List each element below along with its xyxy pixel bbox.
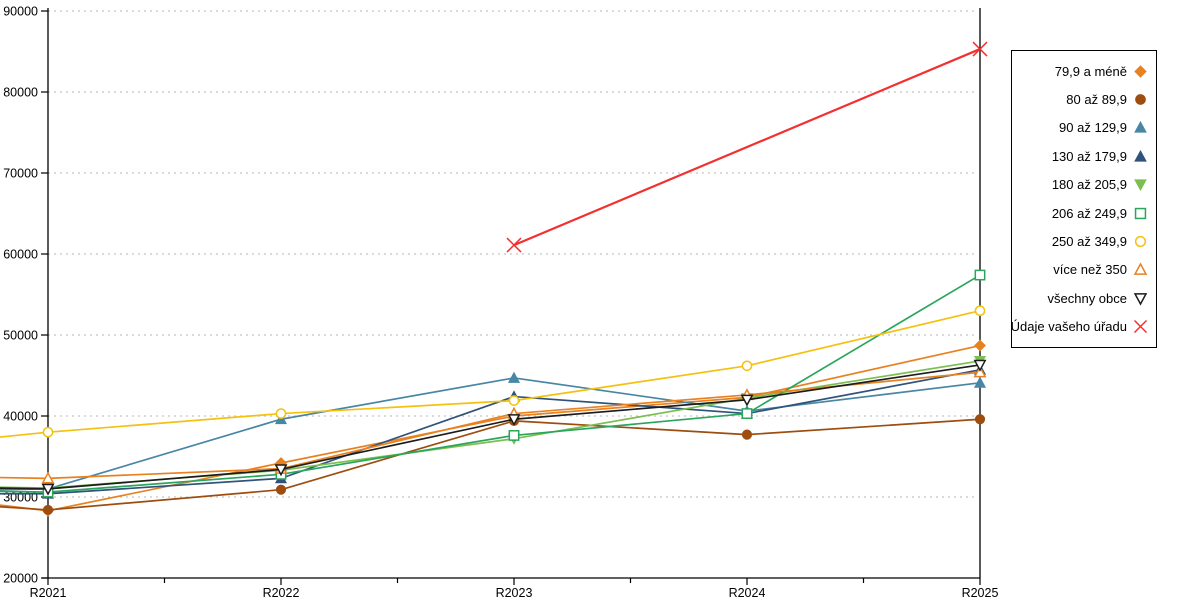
circle-marker-icon [508,395,520,406]
circle-marker-icon [741,429,753,440]
series-line-1 [0,418,981,511]
legend-item-label: všechny obce [1047,290,1128,306]
legend-marker-icon [1134,179,1147,192]
legend-item-label: 180 až 205,9 [1051,177,1127,193]
legend-marker-icon [1134,121,1147,134]
circle-marker-icon [741,360,753,372]
circle-marker-icon [42,426,54,438]
legend: 79,9 a méně 80 až 89,9 90 až 129,9 130 až 1… [1011,50,1157,348]
x-tick-label: R2025 [962,586,999,600]
x-tick-label: R2022 [263,586,300,600]
legend-item-label: 80 až 89,9 [1066,92,1127,108]
legend-item: 80 až 89,9 [1016,92,1148,107]
series-line-9 [513,48,981,247]
x-marker-icon [1133,320,1148,334]
legend-item-label: 90 až 129,9 [1059,120,1127,136]
x-tick-label: R2021 [30,586,67,600]
series-group [0,41,988,517]
triangle-down-marker-icon [507,414,521,427]
x-marker-icon [506,237,522,253]
legend-marker-icon [1135,94,1146,105]
circle-marker-icon [974,414,986,425]
legend-item-label: 130 až 179,9 [1051,148,1127,164]
diamond-marker-icon [1134,64,1147,78]
x-marker-icon [972,41,988,57]
series-line-8 [0,364,981,490]
legend-item: 250 až 349,9 [1016,234,1148,249]
y-tick-label: 60000 [3,248,38,262]
circle-marker-icon [1134,235,1147,248]
triangle-marker-icon [1133,262,1148,276]
legend-marker-icon [1133,292,1148,306]
legend-item: 130 až 179,9 [1016,149,1148,164]
x-tick-label: R2024 [729,586,766,600]
triangle-down-marker-icon [1133,292,1148,306]
diamond-marker-icon [974,339,986,352]
triangle-down-marker-icon [740,394,754,407]
triangle-marker-icon [1134,121,1147,134]
legend-item-label: 79,9 a méně [1054,63,1127,79]
square-marker-icon [508,430,520,441]
triangle-down-marker-icon [274,464,288,477]
legend-marker-icon [1134,149,1147,162]
legend-item-label: 250 až 349,9 [1051,234,1127,250]
series-line-7 [0,371,981,480]
legend-marker-icon [1133,320,1148,334]
triangle-down-marker-icon [973,359,987,372]
legend-item: 90 až 129,9 [1016,120,1148,135]
triangle-marker-icon [973,376,987,388]
circle-marker-icon [275,408,287,419]
square-marker-icon [974,269,986,281]
triangle-down-marker-icon [1134,179,1147,192]
triangle-down-marker-icon [41,483,55,496]
y-tick-label: 80000 [3,86,38,100]
circle-marker-icon [1135,94,1146,105]
y-tick-label: 20000 [3,572,38,586]
legend-item-label: 206 až 249,9 [1051,205,1127,221]
series-line-3 [0,368,981,495]
legend-item: Údaje vašeho úřadu [1011,319,1148,334]
legend-item-label: Údaje vašeho úřadu [1010,319,1127,335]
y-tick-label: 90000 [3,5,38,19]
legend-item: všechny obce [1016,291,1148,306]
legend-marker-icon [1134,235,1147,248]
triangle-marker-icon [1134,149,1147,162]
square-marker-icon [1134,207,1147,219]
triangle-marker-icon [973,365,987,378]
x-tick-label: R2023 [496,586,533,600]
triangle-marker-icon [41,471,55,484]
y-tick-label: 40000 [3,410,38,424]
legend-marker-icon [1134,207,1147,219]
legend-marker-icon [1134,64,1147,78]
triangle-marker-icon [507,371,521,383]
legend-item-label: více než 350 [1053,262,1127,278]
y-tick-label: 50000 [3,329,38,343]
y-tick-label: 70000 [3,167,38,181]
square-marker-icon [741,408,753,420]
legend-item: více než 350 [1016,262,1148,277]
legend-marker-icon [1133,262,1148,276]
circle-marker-icon [42,504,54,516]
legend-item: 79,9 a méně [1016,64,1148,79]
legend-item: 180 až 205,9 [1016,177,1148,192]
axes: 2000030000400005000060000700008000090000… [3,5,998,600]
circle-marker-icon [275,484,287,495]
legend-item: 206 až 249,9 [1016,206,1148,221]
series-line-6 [0,309,981,438]
series-line-2 [0,377,981,491]
circle-marker-icon [974,305,986,317]
